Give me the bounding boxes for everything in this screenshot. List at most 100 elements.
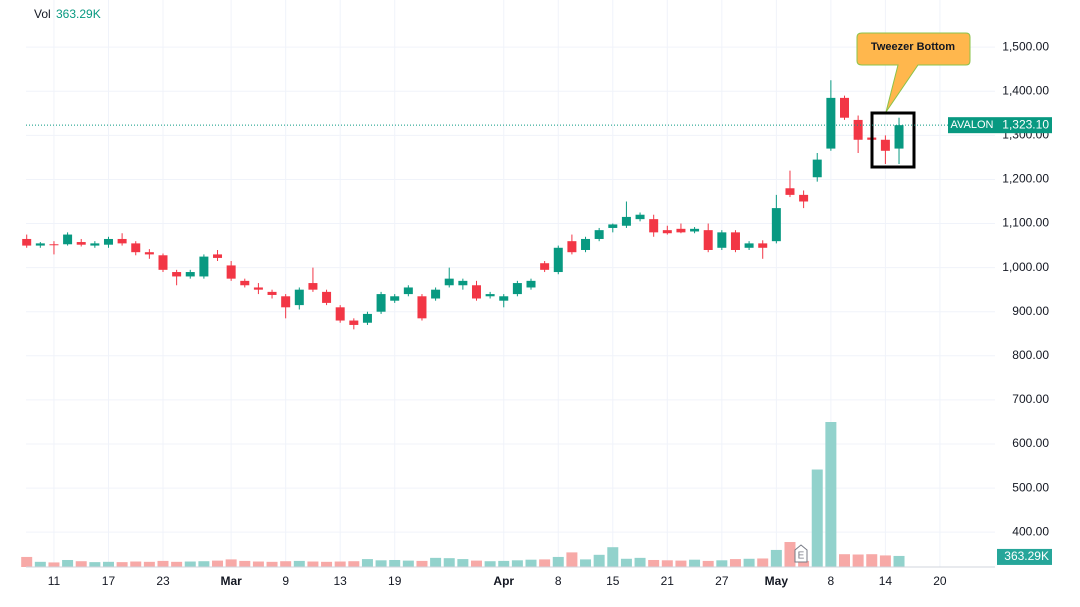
candle-body [894,125,904,149]
volume-bar [361,559,373,567]
price-tag [997,117,1052,134]
candle-body [499,296,509,301]
annotation-text: Tweezer Bottom [871,41,955,53]
candle-body [240,280,250,286]
volume-bar [470,560,482,567]
volume-bar [280,561,292,567]
callout [856,32,971,113]
volume-bar [402,560,414,567]
candle-body [267,291,277,295]
candle-body [335,307,345,321]
y-tick-label: 900.00 [1012,304,1049,318]
candle-body [22,238,32,246]
volume-bar [89,562,101,567]
volume-bar [757,558,769,567]
candle-body [880,139,890,151]
y-tick-label: 1,200.00 [1002,172,1049,186]
candle-body [131,243,141,253]
volume-bar [348,561,360,567]
volume-tag-text: 363.29K [1004,549,1049,563]
candle-body [349,320,359,325]
x-tick-label: 9 [282,574,289,588]
candle-body [553,247,563,273]
candle-body [144,252,154,255]
earnings-badge [794,544,808,563]
volume-bar [661,560,673,567]
volume-bar [552,556,564,567]
candle-body [117,238,127,244]
candle-body [717,232,727,248]
volume-bar [879,555,891,567]
candle-body [812,159,822,178]
volume-bar [416,560,428,567]
earnings-text: E [798,551,805,562]
x-tick-label: 13 [334,574,348,588]
candle-body [744,243,754,248]
volume-bar [375,560,387,567]
candle-body [662,230,672,234]
candle-body [567,241,577,253]
volume-bar [866,554,878,567]
volume-bar [130,561,142,567]
price-tag-text: 1,323.10 [1002,117,1049,131]
volume-bar [539,559,551,567]
volume-bar [607,547,619,567]
candle-body [172,272,182,277]
candle-body [390,296,400,301]
volume-bar [171,561,183,567]
volume-bar [307,561,319,567]
candle-body [199,256,209,277]
candle-body [376,294,386,312]
volume-bar [525,559,537,567]
candle-body [730,232,740,250]
candles [22,80,904,330]
volume-bar [770,549,782,567]
volume-bar [484,561,496,567]
candle-body [649,219,659,233]
volume-bar [116,562,128,567]
volume-bar [143,561,155,567]
candle-body [853,119,863,140]
x-tick-label: 20 [933,574,947,588]
volume-bar [648,559,660,567]
candle-body [458,280,468,286]
volume-bar [566,552,578,567]
candle-body [35,243,45,246]
candle-body [431,289,441,299]
candle-body [758,243,768,248]
annotation: Tweezer Bottom [856,32,971,169]
candle-body [403,287,413,295]
candle-body [471,285,481,299]
y-tick-label: 500.00 [1012,480,1049,494]
volume-bar [893,555,905,567]
volume-bar [702,560,714,567]
volume-bar [443,558,455,567]
volume-bar [852,554,864,567]
volume-bar [675,560,687,567]
x-tick-label: 8 [828,574,835,588]
volume-bar [266,561,278,567]
x-tick-label: May [765,574,789,588]
candle-body [621,216,631,226]
volume-bar [743,558,755,567]
x-tick-label: Apr [493,574,514,588]
volume-bar [839,554,850,567]
y-tick-label: 700.00 [1012,392,1049,406]
volume-bar [689,559,701,567]
candle-body [322,291,332,303]
symbol-tag [948,117,997,134]
y-tick-label: 800.00 [1012,348,1049,362]
volume-bar [321,561,333,567]
candle-body [676,228,686,233]
volume-bar [498,560,510,567]
candle-body [485,294,495,297]
volume-bar [225,559,237,567]
candle-body [512,283,522,295]
volume-bar [580,559,592,567]
symbol-tag-text: AVALON [951,119,994,131]
candle-body [444,278,454,286]
y-tick-label: 1,400.00 [1002,83,1049,97]
volume-bar [252,561,264,567]
x-tick-label: 8 [555,574,562,588]
